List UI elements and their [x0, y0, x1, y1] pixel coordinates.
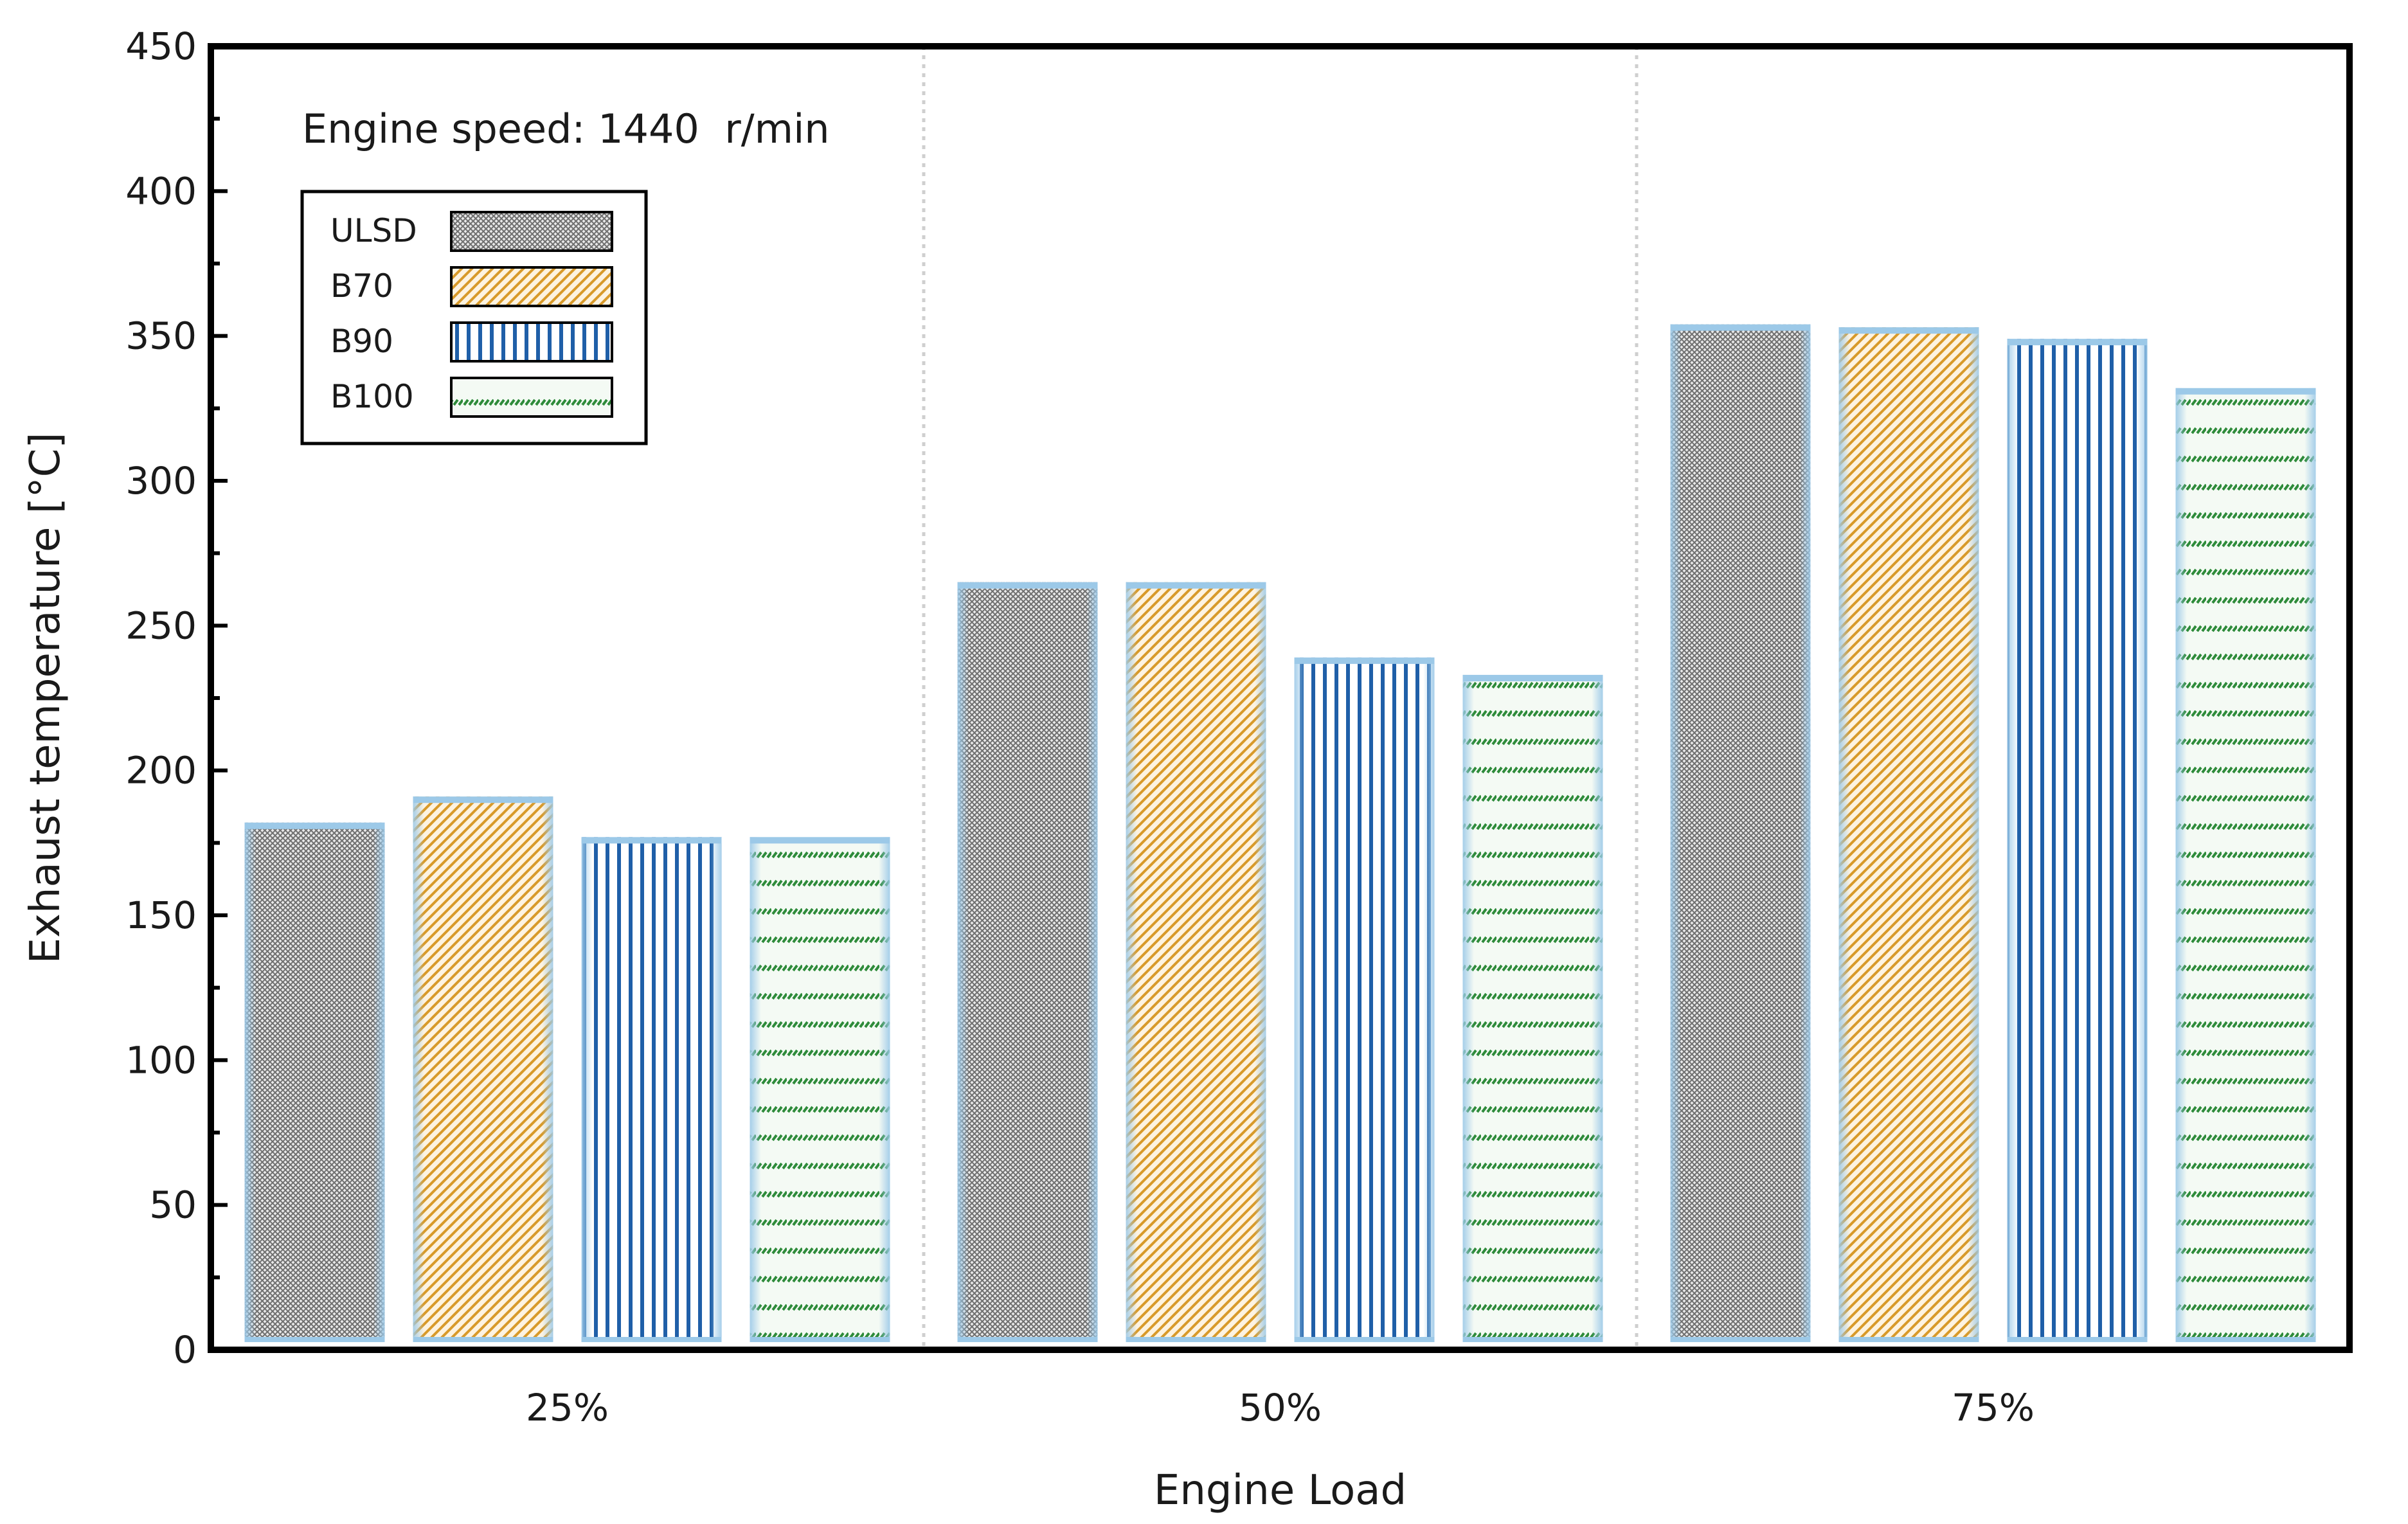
bar-ulsd-75-base [1670, 1337, 1811, 1342]
legend-swatch-ulsd [450, 211, 613, 252]
y-tick-label: 450 [125, 24, 197, 68]
bar-b90-75-edge [2007, 339, 2148, 1342]
x-tick-label-50: 50% [1239, 1386, 1322, 1430]
bar-b70-75-cap [1838, 327, 1979, 334]
bar-b70-75-edge [1838, 327, 1979, 1342]
bar-b70-50-cap [1126, 582, 1266, 589]
legend-label-ulsd: ULSD [330, 212, 417, 249]
bar-b100-75-edge [2175, 388, 2316, 1343]
bar-ulsd-25-cap [244, 822, 385, 829]
bar-b100-25-edge [750, 837, 890, 1342]
bar-b90-75-base [2007, 1337, 2148, 1342]
legend-swatch-b70 [450, 266, 613, 307]
bar-ulsd-75-edge [1670, 324, 1811, 1342]
bar-ulsd-50-cap [957, 582, 1098, 589]
legend-label-b90: B90 [330, 323, 393, 360]
bar-b90-25-edge [581, 837, 722, 1342]
bar-b100-25-cap [750, 837, 890, 844]
legend-swatch-b100 [450, 377, 613, 418]
bar-b90-50-edge [1294, 657, 1435, 1342]
bar-b70-50-edge [1126, 582, 1266, 1342]
y-axis: 0 50 100 150 200 250 300 350 400 450 [125, 24, 228, 1372]
y-tick-label: 300 [125, 459, 197, 503]
group-separators [922, 46, 1639, 1350]
y-axis-title: Exhaust temperature [°C] [22, 433, 69, 964]
x-axis-title: Engine Load [1154, 1467, 1406, 1514]
bar-ulsd-25-edge [244, 822, 385, 1342]
bar-b70-25-cap [413, 796, 553, 803]
bar-b100-75-base [2175, 1337, 2316, 1342]
y-tick-label: 350 [125, 314, 197, 358]
y-tick-label: 150 [125, 893, 197, 937]
bar-b70-25-edge [413, 796, 553, 1342]
bar-ulsd-50-base [957, 1337, 1098, 1342]
y-tick-label: 250 [125, 604, 197, 647]
y-tick-label: 0 [173, 1328, 197, 1372]
legend-label-b70: B70 [330, 267, 393, 305]
bar-b100-25-base [750, 1337, 890, 1342]
bar-b70-75-base [1838, 1337, 1979, 1342]
bar-b90-25-cap [581, 837, 722, 844]
bar-b100-50-cap [1462, 674, 1603, 681]
bar-b100-75-cap [2175, 388, 2316, 395]
bar-b70-50-base [1126, 1337, 1266, 1342]
bar-b100-50-edge [1462, 674, 1603, 1342]
bar-b100-50-base [1462, 1337, 1603, 1342]
y-tick-label: 100 [125, 1038, 197, 1082]
bar-b90-75-cap [2007, 339, 2148, 346]
bar-ulsd-50-edge [957, 582, 1098, 1342]
bar-ulsd-75-cap [1670, 324, 1811, 331]
bar-b70-25-base [413, 1337, 553, 1342]
engine-speed-annotation: Engine speed: 1440 r/min [302, 105, 830, 152]
y-tick-label: 50 [149, 1183, 197, 1227]
y-tick-label: 200 [125, 749, 197, 793]
x-tick-label-75: 75% [1952, 1386, 2035, 1430]
bar-ulsd-25-base [244, 1337, 385, 1342]
bar-b90-25-base [581, 1337, 722, 1342]
legend-swatch-b90 [450, 321, 613, 363]
x-axis: 25% 50% 75% [526, 1386, 2035, 1430]
y-tick-label: 400 [125, 169, 197, 213]
legend: ULSD B70 B90 B100 [300, 190, 648, 445]
bars-layer [244, 324, 2316, 1343]
legend-label-b100: B100 [330, 378, 414, 415]
bar-b90-50-cap [1294, 657, 1435, 664]
bar-b90-50-base [1294, 1337, 1435, 1342]
x-tick-label-25: 25% [526, 1386, 609, 1430]
